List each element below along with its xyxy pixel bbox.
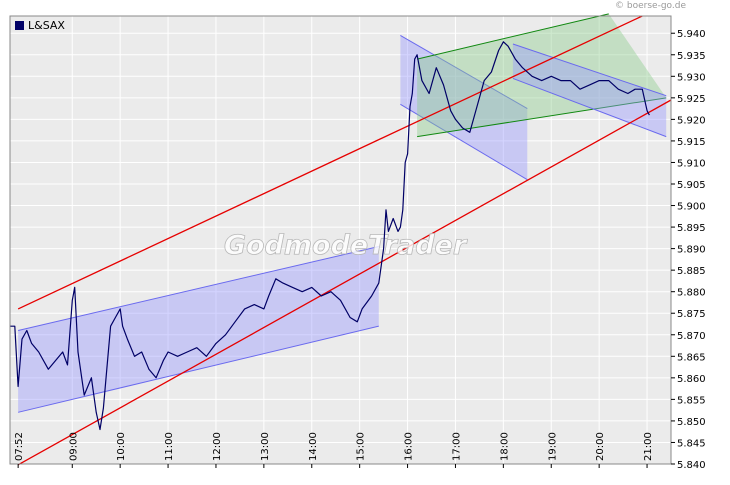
series-line <box>10 41 650 431</box>
legend-label: L&SAX <box>28 19 65 32</box>
y-tick-label: 5.925 <box>677 94 706 105</box>
y-tick-label: 5.920 <box>677 115 706 126</box>
y-tick-label: 5.890 <box>677 245 706 256</box>
watermark-text: GodmodeTrader <box>224 230 468 261</box>
x-tick-label: 13:00 <box>260 432 271 461</box>
x-tick-label: 11:00 <box>164 432 175 461</box>
y-tick-label: 5.840 <box>677 460 706 471</box>
red-upper-trendline <box>17 15 643 310</box>
blue-lower-channel-upper-edge <box>18 245 379 331</box>
y-tick-label: 5.875 <box>677 309 706 320</box>
legend: L&SAX <box>15 19 65 32</box>
x-tick-label: 20:00 <box>595 432 606 461</box>
x-tick-label: 10:00 <box>116 432 127 461</box>
y-tick-label: 5.910 <box>677 158 706 169</box>
x-tick-label: 15:00 <box>356 432 367 461</box>
y-tick-label: 5.870 <box>677 331 706 342</box>
blue-late-channel-fill <box>512 44 667 137</box>
y-tick-label: 5.905 <box>677 180 706 191</box>
series-layer <box>10 41 650 431</box>
y-tick-label: 5.865 <box>677 352 706 363</box>
blue-falling-channel-fill <box>400 35 528 180</box>
y-tick-label: 5.855 <box>677 395 706 406</box>
y-tick-label: 5.845 <box>677 438 706 449</box>
plot-border <box>9 15 672 465</box>
legend-swatch <box>15 21 24 30</box>
y-tick-label: 5.860 <box>677 374 706 385</box>
blue-falling-channel-upper-edge <box>400 34 528 110</box>
y-tick-label: 5.900 <box>677 202 706 213</box>
y-tick-label: 5.895 <box>677 223 706 234</box>
x-tick-label: 09:00 <box>68 432 79 461</box>
x-tick-label: 16:00 <box>404 432 415 461</box>
overlay-layer <box>17 13 672 466</box>
axis-layer: 5.840 5.845 5.850 5.855 5.860 5.865 5.870 5.875… <box>14 29 705 471</box>
blue-lower-channel-lower-edge <box>18 325 379 413</box>
x-tick-label: 07:52 <box>14 432 25 461</box>
x-tick-label: 18:00 <box>499 432 510 461</box>
red-lower-trendline <box>17 99 672 466</box>
blue-late-channel-lower-edge <box>512 77 667 138</box>
y-tick-label: 5.930 <box>677 72 706 83</box>
x-tick-label: 14:00 <box>308 432 319 461</box>
x-tick-label: 21:00 <box>643 432 654 461</box>
y-tick-label: 5.850 <box>677 417 706 428</box>
x-tick-label: 19:00 <box>547 432 558 461</box>
x-tick-label: 12:00 <box>212 432 223 461</box>
green-rising-channel-lower-edge <box>417 97 667 138</box>
copyright-text: © boerse-go.de <box>615 1 686 11</box>
blue-falling-channel-lower-edge <box>400 103 528 181</box>
y-tick-label: 5.935 <box>677 51 706 62</box>
blue-lower-channel-fill <box>18 246 379 413</box>
blue-late-channel-upper-edge <box>512 43 667 97</box>
y-tick-label: 5.880 <box>677 288 706 299</box>
y-tick-label: 5.885 <box>677 266 706 277</box>
green-rising-channel-upper-edge <box>417 13 609 60</box>
x-tick-label: 17:00 <box>451 432 462 461</box>
y-tick-label: 5.940 <box>677 29 706 40</box>
y-tick-label: 5.915 <box>677 137 706 148</box>
